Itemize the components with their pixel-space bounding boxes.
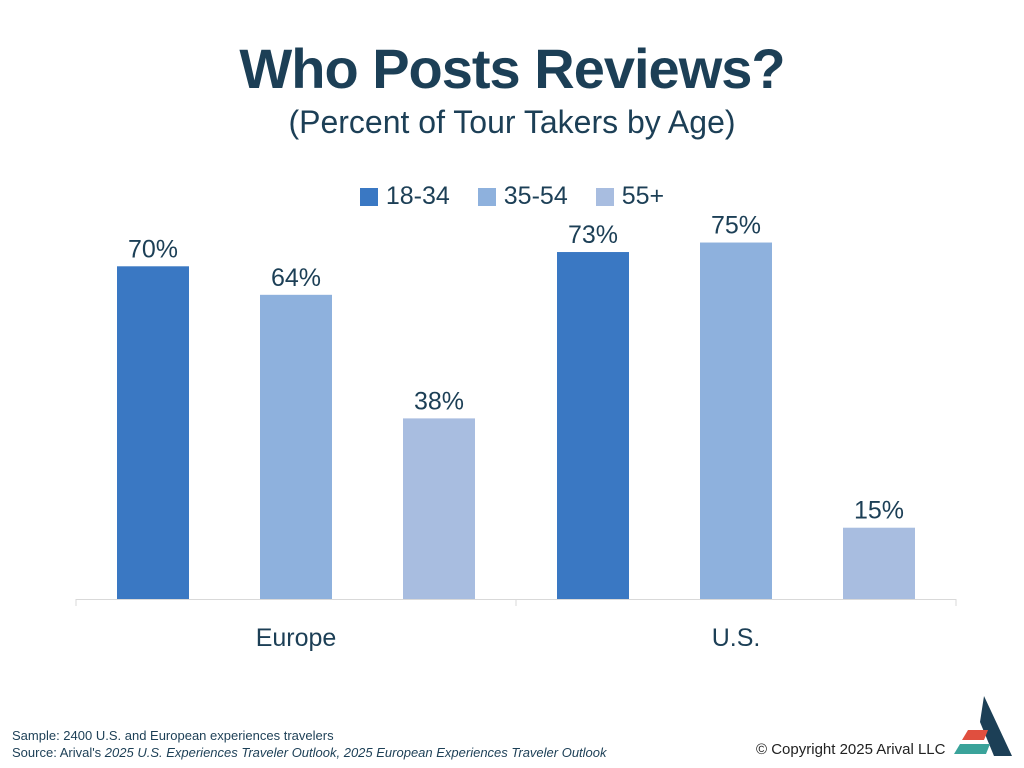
- copyright-text: © Copyright 2025 Arival LLC: [756, 741, 946, 758]
- bar-europe-1: [260, 294, 332, 599]
- legend-swatch: [477, 187, 496, 206]
- bar-europe-2: [403, 418, 475, 599]
- bar-data-label: 15%: [854, 497, 904, 525]
- legend-swatch: [359, 187, 378, 206]
- arival-logo-icon: [954, 696, 1012, 756]
- bar-chart: 70% 64% 38% Europe 73% 75% 15% U.S.: [75, 212, 957, 652]
- bar-data-label: 70%: [128, 235, 178, 263]
- category-label: Europe: [256, 624, 337, 652]
- footer-source-note: Source: Arival's 2025 U.S. Experiences T…: [12, 745, 607, 760]
- legend-label: 55+: [621, 182, 665, 210]
- bar-us-2: [843, 527, 915, 599]
- legend-swatch: [595, 187, 614, 206]
- chart-legend: 18-34 35-54 55+: [0, 182, 1024, 211]
- bar-data-label: 64%: [271, 264, 321, 292]
- legend-item-2: 55+: [595, 182, 665, 211]
- bar-europe-0: [117, 266, 189, 599]
- legend-label: 35-54: [503, 182, 568, 210]
- bar-us-0: [557, 252, 629, 600]
- category-label: U.S.: [712, 624, 761, 652]
- footer-source-titles: 2025 U.S. Experiences Traveler Outlook, …: [104, 745, 607, 760]
- bar-data-label: 38%: [414, 387, 464, 415]
- chart-subtitle: (Percent of Tour Takers by Age): [288, 104, 736, 140]
- bar-data-label: 75%: [711, 212, 761, 240]
- footer-source-prefix: Source: Arival's: [12, 745, 105, 760]
- bar-us-1: [700, 242, 772, 599]
- legend-item-0: 18-34: [359, 182, 450, 211]
- bar-data-label: 73%: [568, 221, 618, 249]
- legend-label: 18-34: [385, 182, 450, 210]
- footer-sample-note: Sample: 2400 U.S. and European experienc…: [12, 728, 334, 743]
- chart-title: Who Posts Reviews?: [239, 37, 785, 100]
- legend-item-1: 35-54: [477, 182, 568, 211]
